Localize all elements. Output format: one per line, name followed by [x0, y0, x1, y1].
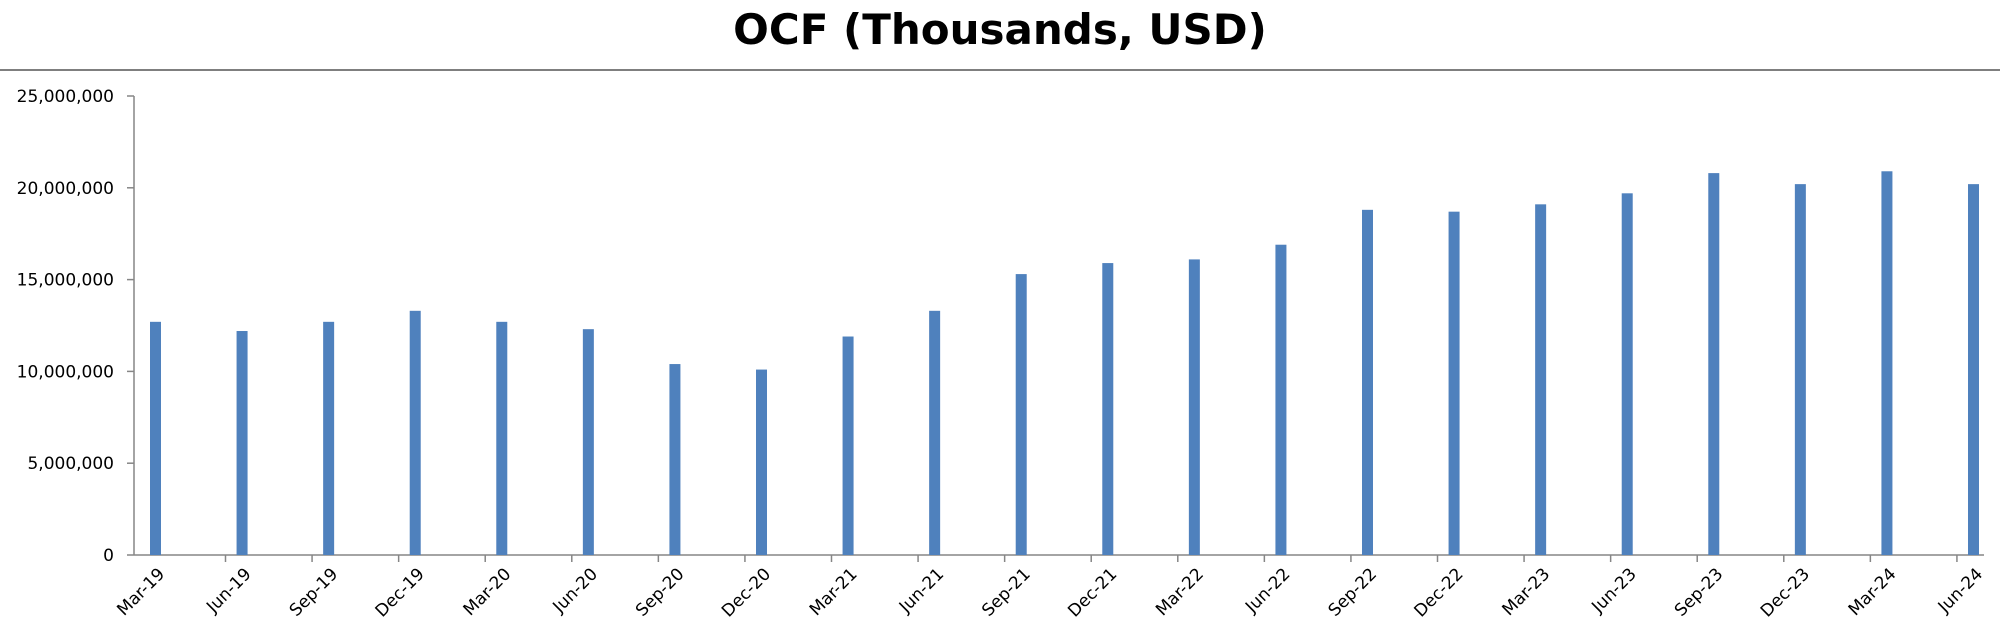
x-tick-label: Jun-24: [1934, 564, 1987, 617]
x-tick-label: Mar-22: [1152, 564, 1208, 620]
bar-sep-23: [1708, 173, 1720, 555]
chart-title: OCF (Thousands, USD): [733, 5, 1267, 54]
bar-dec-21: [1102, 263, 1114, 555]
y-tick-label: 15,000,000: [17, 271, 114, 291]
x-tick-label: Mar-24: [1845, 564, 1901, 620]
x-tick-label: Jun-23: [1587, 564, 1640, 617]
x-tick-label: Mar-19: [113, 564, 169, 620]
x-tick-label: Sep-19: [286, 564, 342, 620]
x-tick-label: Mar-21: [806, 564, 862, 620]
x-tick-label: Dec-19: [372, 564, 429, 621]
x-tick-label: Jun-19: [202, 564, 255, 617]
x-tick-label: Dec-20: [718, 564, 775, 621]
x-tick-label: Jun-22: [1241, 564, 1294, 617]
x-tick-label: Jun-21: [895, 564, 948, 617]
x-tick-label: Dec-22: [1411, 564, 1468, 621]
bar-mar-20: [496, 321, 508, 555]
bar-jun-19: [236, 331, 248, 555]
x-tick-label: Sep-23: [1671, 564, 1727, 620]
bar-jun-20: [582, 329, 594, 555]
title-divider: [0, 69, 2000, 71]
y-tick-label: 25,000,000: [17, 87, 114, 107]
bar-jun-21: [929, 310, 941, 555]
bar-dec-19: [409, 310, 421, 555]
bar-dec-22: [1448, 211, 1460, 555]
bar-dec-23: [1794, 184, 1806, 556]
bar-mar-23: [1535, 204, 1547, 555]
bar-mar-22: [1188, 259, 1200, 555]
bar-jun-23: [1621, 193, 1633, 556]
x-tick-label: Sep-20: [632, 564, 688, 620]
x-tick-label: Mar-23: [1498, 564, 1554, 620]
x-tick-label: Sep-21: [978, 564, 1034, 620]
y-tick-label: 5,000,000: [27, 454, 114, 474]
bar-mar-21: [842, 336, 854, 555]
x-tick-label: Jun-20: [549, 564, 602, 617]
bar-jun-22: [1275, 244, 1287, 555]
bar-mar-19: [150, 321, 161, 555]
y-tick-label: 10,000,000: [17, 362, 114, 382]
bar-jun-24: [1968, 184, 1979, 556]
x-tick-label: Dec-23: [1757, 564, 1814, 621]
x-tick-label: Mar-20: [460, 564, 516, 620]
bar-sep-22: [1362, 209, 1373, 555]
x-tick-label: Sep-22: [1325, 564, 1381, 620]
bar-sep-20: [669, 364, 681, 555]
bar-sep-19: [323, 321, 335, 555]
bar-dec-20: [756, 369, 767, 555]
x-tick-label: Dec-21: [1064, 564, 1121, 621]
bar-mar-24: [1881, 171, 1893, 555]
bar-sep-21: [1015, 274, 1027, 555]
y-tick-label: 20,000,000: [17, 179, 114, 199]
y-tick-label: 0: [103, 546, 114, 566]
